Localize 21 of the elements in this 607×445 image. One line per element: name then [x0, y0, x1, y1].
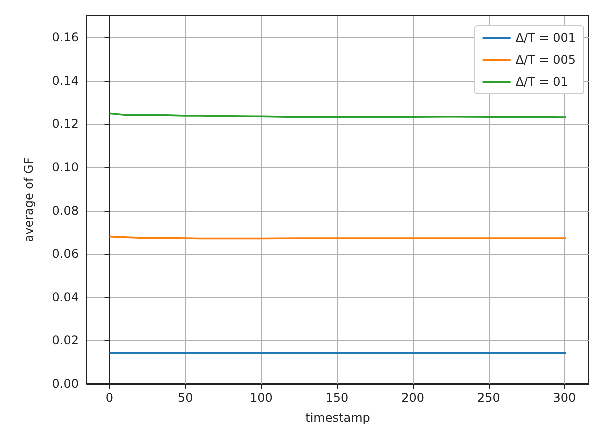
- y-tick-label: 0.14: [52, 74, 79, 88]
- x-tick-label: 300: [553, 391, 576, 405]
- x-tick-label: 200: [402, 391, 425, 405]
- y-tick-label: 0.10: [52, 160, 79, 175]
- x-tick-label: 50: [178, 391, 194, 405]
- legend-label: Δ/T = 005: [516, 53, 576, 67]
- legend-label: Δ/T = 01: [516, 75, 568, 89]
- x-tick-label: 100: [250, 391, 273, 405]
- y-tick-label: 0.08: [52, 204, 79, 218]
- y-tick-label: 0.00: [52, 377, 79, 391]
- x-axis-title: timestamp: [306, 411, 370, 425]
- y-tick-label: 0.16: [52, 30, 79, 45]
- legend-label: Δ/T = 001: [516, 31, 576, 45]
- y-tick-label: 0.04: [52, 290, 79, 304]
- x-tick-label: 0: [106, 391, 114, 405]
- y-axis-title: average of GF: [22, 158, 36, 242]
- x-tick-label: 150: [326, 391, 349, 405]
- y-tick-label: 0.12: [52, 117, 79, 132]
- y-tick-label: 0.06: [52, 247, 79, 262]
- y-tick-label: 0.02: [52, 334, 79, 348]
- x-tick-label: 250: [477, 391, 500, 405]
